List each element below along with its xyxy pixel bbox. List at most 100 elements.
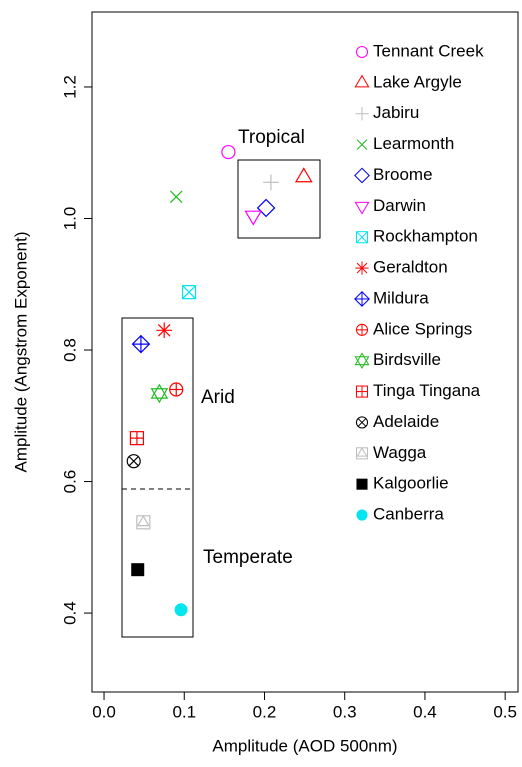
- annotation: Tropical: [238, 127, 305, 148]
- marker-part: [357, 418, 367, 427]
- marker-part: [356, 262, 368, 274]
- legend-label: Mildura: [373, 288, 429, 307]
- x-tick-label: 0.5: [493, 702, 517, 721]
- legend-marker: [354, 167, 370, 184]
- legend-label: Adelaide: [373, 412, 439, 431]
- legend-label: Broome: [373, 165, 433, 184]
- point: [129, 431, 145, 446]
- marker-part: [128, 456, 139, 467]
- y-tick-label: 1.2: [60, 75, 79, 99]
- marker-part: [174, 603, 188, 617]
- legend-marker: [354, 352, 370, 369]
- legend-label: Alice Springs: [373, 319, 472, 338]
- marker-part: [169, 190, 183, 204]
- marker-part: [354, 167, 370, 184]
- marker-part: [355, 231, 369, 244]
- arid-temperate-box: [121, 317, 194, 638]
- point: [156, 322, 173, 339]
- legend-marker: [355, 447, 369, 460]
- legend-marker: [356, 139, 368, 150]
- legend-marker: [355, 385, 369, 398]
- point: [221, 144, 236, 160]
- y-axis-label: Amplitude (Angstrom Exponent): [11, 232, 30, 473]
- marker-part: [355, 45, 369, 59]
- legend-label: Birdsville: [373, 350, 441, 369]
- x-tick-label: 0.0: [92, 702, 116, 721]
- marker-part: [356, 509, 368, 521]
- legend-label: Canberra: [373, 505, 444, 524]
- marker-part: [356, 231, 368, 244]
- marker-part: [355, 447, 369, 460]
- marker-part: [354, 356, 370, 369]
- marker-part: [157, 324, 171, 337]
- y-tick-label: 1.0: [60, 207, 79, 231]
- marker-part: [356, 447, 368, 457]
- marker-part: [354, 74, 370, 88]
- point: [169, 190, 183, 204]
- point: [174, 603, 188, 617]
- legend-label: Learmonth: [373, 134, 454, 153]
- point: [181, 285, 197, 300]
- marker-part: [181, 285, 197, 300]
- legend-label: Lake Argyle: [373, 72, 462, 91]
- annotation: Temperate: [203, 547, 293, 568]
- marker-part: [294, 167, 313, 183]
- legend-label: Tennant Creek: [373, 41, 484, 60]
- legend-marker: [355, 323, 369, 336]
- marker-part: [256, 198, 276, 218]
- legend-marker: [354, 291, 370, 307]
- marker-part: [354, 201, 370, 215]
- y-tick-label: 0.6: [60, 470, 79, 494]
- marker-part: [131, 563, 145, 577]
- plot-frame: [91, 11, 519, 693]
- marker-part: [136, 515, 150, 527]
- legend-label: Tinga Tingana: [373, 381, 481, 400]
- y-tick-label: 0.4: [60, 601, 79, 625]
- point: [263, 174, 279, 191]
- legend-marker: [355, 45, 369, 59]
- marker-part: [150, 388, 169, 404]
- point: [244, 210, 263, 226]
- legend-marker: [355, 261, 369, 275]
- legend-marker: [356, 509, 368, 521]
- marker-part: [356, 139, 368, 150]
- legend-label: Darwin: [373, 196, 426, 215]
- marker-part: [126, 454, 141, 469]
- point: [150, 383, 169, 404]
- y-tick-label: 0.8: [60, 338, 79, 362]
- legend-label: Geraldton: [373, 258, 448, 277]
- legend-marker: [355, 231, 369, 244]
- point: [136, 515, 151, 530]
- point: [131, 563, 145, 577]
- marker-part: [136, 515, 151, 530]
- legend-label: Rockhampton: [373, 227, 478, 246]
- marker-part: [150, 383, 169, 399]
- marker-part: [354, 352, 370, 366]
- legend-marker: [355, 107, 369, 121]
- x-tick-label: 0.3: [333, 702, 357, 721]
- x-axis-label: Amplitude (AOD 500nm): [212, 736, 397, 755]
- point: [256, 198, 276, 218]
- legend-marker: [354, 74, 370, 88]
- marker-part: [182, 285, 196, 300]
- point: [294, 167, 313, 183]
- legend-marker: [355, 416, 369, 429]
- x-tick-label: 0.4: [413, 702, 437, 721]
- legend-label: Kalgoorlie: [373, 474, 449, 493]
- point: [126, 454, 141, 469]
- x-tick-label: 0.2: [253, 702, 277, 721]
- x-tick-label: 0.1: [172, 702, 196, 721]
- point: [131, 334, 151, 354]
- annotation: Arid: [201, 387, 235, 408]
- marker-part: [355, 416, 369, 429]
- marker-part: [356, 478, 368, 490]
- legend-label: Wagga: [373, 443, 427, 462]
- marker-part: [221, 144, 236, 160]
- marker-part: [244, 210, 263, 226]
- marker-part: [131, 334, 151, 354]
- tropical-box: [237, 159, 321, 239]
- point: [169, 382, 184, 397]
- legend-label: Jabiru: [373, 103, 419, 122]
- legend-marker: [354, 201, 370, 215]
